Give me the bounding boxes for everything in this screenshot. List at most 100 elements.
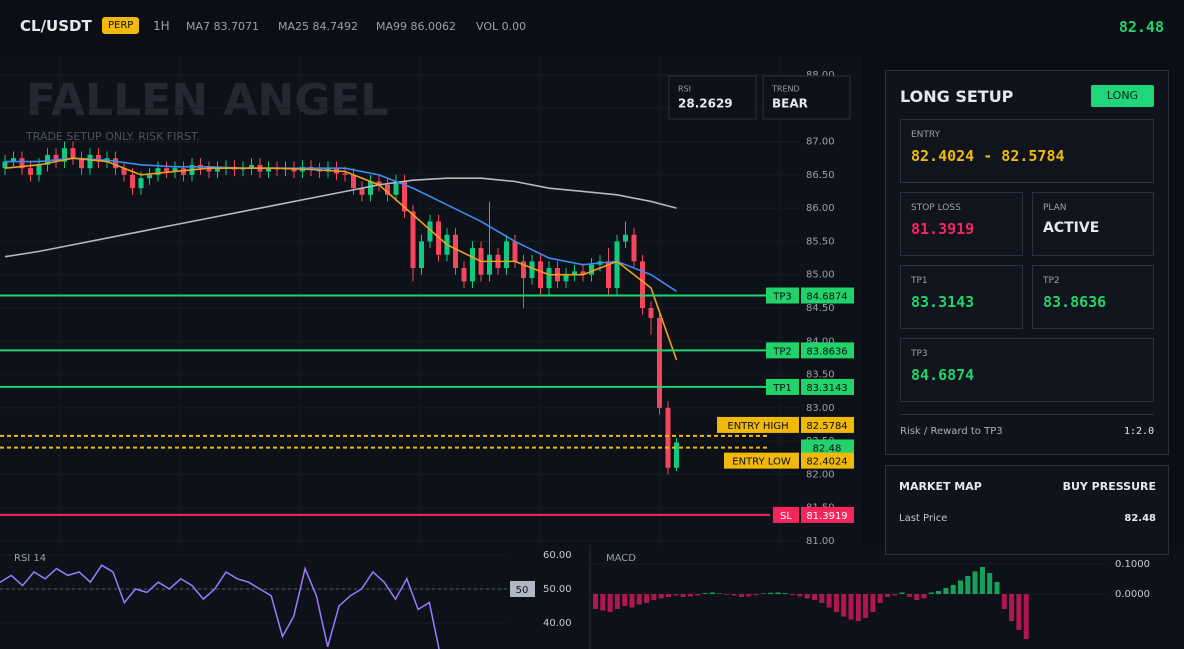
divider	[900, 414, 1154, 415]
candle-body	[402, 181, 407, 212]
macd-bar	[607, 593, 613, 613]
level-value-box	[801, 439, 854, 456]
macd-bar	[731, 593, 737, 596]
candle-body	[121, 168, 127, 175]
macd-bar	[1023, 593, 1029, 640]
macd-bar	[614, 593, 620, 610]
candle-body	[640, 261, 645, 308]
level-name-box	[766, 287, 799, 304]
subtitle: TRADE SETUP ONLY. RISK FIRST.	[25, 130, 200, 143]
volume: VOL 0.00	[476, 20, 527, 33]
stat-value: BEAR	[772, 97, 808, 111]
setup-title: LONG SETUP	[900, 87, 1014, 106]
candle-body	[546, 268, 552, 289]
ma-line	[4, 157, 678, 361]
candle-body	[393, 181, 399, 195]
macd-bar	[666, 593, 671, 597]
macd-bar	[877, 593, 883, 604]
y-tick-label: 0.0000	[1115, 589, 1150, 600]
y-tick-label: 83.00	[806, 403, 835, 414]
rsi-line	[0, 564, 440, 649]
macd-bar	[936, 590, 942, 594]
candle-body	[648, 307, 654, 318]
tp3-box	[900, 338, 1154, 402]
candle-body	[36, 164, 42, 175]
macd-bar	[1001, 593, 1007, 610]
y-tick-label: 84.00	[806, 336, 835, 347]
candle-body	[623, 234, 628, 242]
candle-body	[70, 148, 76, 159]
stop-value: 81.3919	[911, 220, 975, 238]
candle-body	[138, 178, 144, 189]
last-price-value: 82.48	[1124, 513, 1156, 524]
level-value-box	[801, 506, 854, 523]
tp2-box	[1032, 265, 1154, 329]
entry-box	[900, 119, 1154, 183]
macd-bar	[775, 592, 781, 594]
level-value-box	[801, 378, 854, 395]
level-value: 82.4024	[806, 457, 847, 468]
stat-label: TREND	[771, 85, 800, 94]
candle-body	[172, 168, 178, 172]
candle-body	[563, 274, 569, 282]
ref-label: 50	[516, 585, 529, 596]
level-value-box	[801, 342, 854, 359]
candle-body	[359, 188, 365, 195]
candle-body	[385, 184, 390, 195]
interval[interactable]: 1H	[153, 19, 170, 33]
level-name: SL	[780, 511, 792, 522]
macd-bar	[695, 593, 701, 596]
candle-body	[589, 264, 594, 275]
macd-bar	[943, 587, 949, 594]
candle-body	[410, 211, 416, 269]
candle-body	[538, 261, 543, 289]
macd-bar	[892, 593, 898, 596]
macd-bar	[629, 593, 635, 608]
candle-body	[521, 261, 526, 279]
ma99: MA99 86.0062	[376, 20, 456, 33]
macd-bar	[812, 593, 817, 601]
ref-box	[510, 580, 535, 597]
macd-bar	[1009, 593, 1015, 622]
candle-body	[427, 221, 433, 242]
macd-bar	[593, 593, 598, 610]
macd-bar	[914, 593, 920, 601]
candle-body	[657, 317, 662, 408]
candle-body	[419, 241, 424, 269]
candle-body	[614, 241, 620, 289]
macd-bar	[950, 584, 956, 594]
macd-bar	[600, 593, 606, 611]
level-value-box	[801, 287, 854, 304]
candle-body	[45, 154, 50, 165]
market-title: MARKET MAP	[899, 480, 982, 493]
macd-bar	[687, 593, 693, 597]
stat-box	[668, 75, 757, 120]
macd-bar	[739, 593, 744, 597]
macd-bar	[760, 593, 766, 594]
tp1-label: TP1	[911, 276, 928, 286]
level-name: ENTRY LOW	[732, 457, 791, 468]
macd-bar	[994, 581, 1000, 594]
candle-body	[62, 148, 67, 162]
macd-bar	[819, 593, 825, 604]
macd-plot	[593, 566, 1029, 640]
candle-body	[631, 234, 637, 262]
ma7: MA7 83.7071	[186, 20, 259, 33]
y-tick-label: 87.00	[806, 137, 835, 148]
candle-body	[606, 261, 611, 289]
candle-body	[351, 174, 356, 189]
candle-body	[580, 271, 586, 275]
y-tick-label: 60.00	[543, 550, 572, 561]
market-status: BUY PRESSURE	[1062, 480, 1156, 493]
macd-bar	[972, 571, 978, 594]
plan-box	[1032, 192, 1154, 256]
candle-body	[376, 181, 382, 185]
macd-bar	[790, 593, 796, 596]
y-tick-label: 84.50	[806, 303, 835, 314]
plan-label: PLAN	[1043, 203, 1067, 213]
y-tick-label: 81.00	[806, 536, 835, 547]
tp3-value: 84.6874	[911, 366, 975, 384]
candle-body	[453, 234, 458, 269]
level-value-box	[801, 416, 854, 433]
